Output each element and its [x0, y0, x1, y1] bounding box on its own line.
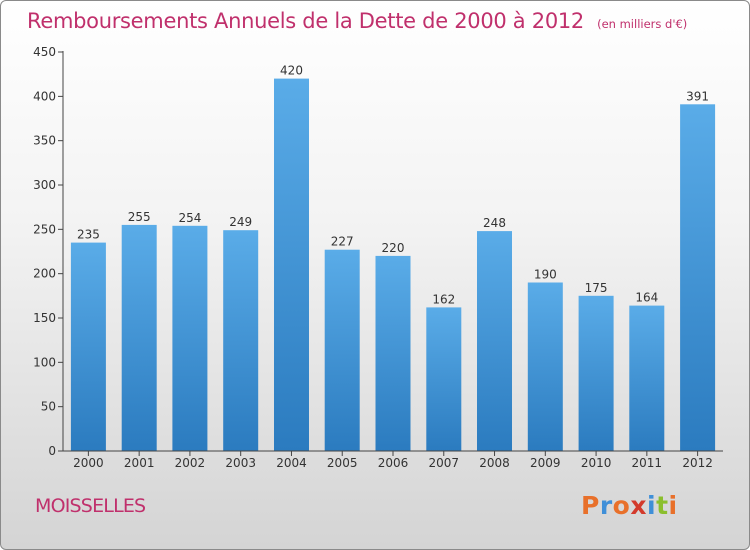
x-tick-label: 2001 [124, 456, 155, 470]
bar-value-label: 175 [585, 281, 608, 295]
bar-value-label: 420 [280, 64, 303, 78]
bar [274, 78, 309, 451]
bar-value-label: 190 [534, 268, 557, 282]
bar-value-label: 164 [635, 291, 658, 305]
bar-value-label: 235 [77, 228, 100, 242]
bar [527, 282, 563, 451]
x-tick-label: 2010 [581, 456, 612, 470]
bar-value-label: 220 [382, 241, 405, 255]
logo-letter: i [647, 491, 657, 520]
town-name: MOISSELLES [35, 495, 146, 517]
bar [426, 307, 462, 451]
proxiti-logo[interactable]: Proxiti [581, 491, 678, 520]
y-tick-label: 350 [33, 134, 56, 148]
bar-value-label: 227 [331, 235, 354, 249]
bar [629, 305, 665, 451]
x-tick-label: 2006 [378, 456, 409, 470]
x-tick-label: 2009 [530, 456, 561, 470]
bar-value-label: 254 [178, 211, 201, 225]
chart-subtitle: (en milliers d'€) [597, 17, 688, 31]
logo-letter: o [612, 491, 631, 520]
logo-letter: x [630, 491, 647, 520]
x-tick-label: 2002 [175, 456, 206, 470]
bar [578, 295, 614, 451]
x-tick-label: 2007 [429, 456, 460, 470]
bar-value-label: 391 [686, 89, 709, 103]
y-tick-label: 100 [33, 355, 56, 369]
bar [172, 225, 208, 451]
y-tick-label: 300 [33, 178, 56, 192]
bar-value-label: 162 [432, 292, 455, 306]
bar [121, 224, 157, 451]
bar [375, 255, 411, 451]
y-tick-label: 250 [33, 222, 56, 236]
y-tick-label: 450 [33, 45, 56, 59]
x-axis: 2000 2001 2002 2003 2004 2005 2006 2007 2008 2009… [63, 450, 723, 470]
bar-value-label: 255 [128, 210, 151, 224]
y-tick-label: 0 [48, 444, 56, 458]
y-axis: 0 50 100 150 200 250 300 350 400 450 [33, 45, 64, 458]
y-tick-label: 50 [41, 400, 56, 414]
bar [324, 249, 360, 451]
chart-title: Remboursements Annuels de la Dette de 20… [27, 9, 584, 33]
bar [680, 104, 716, 452]
x-tick-label: 2011 [632, 456, 663, 470]
bars: 235 255 254 249 420 227 220 162 248 190 175 164 391 [70, 64, 716, 452]
chart-header: Remboursements Annuels de la Dette de 20… [27, 9, 687, 33]
bar [223, 230, 259, 451]
bar-value-label: 248 [483, 216, 506, 230]
x-tick-label: 2000 [73, 456, 104, 470]
logo-letter: r [599, 491, 613, 520]
y-tick-label: 150 [33, 311, 56, 325]
logo-letter: t [656, 491, 669, 520]
y-tick-label: 400 [33, 89, 56, 103]
x-tick-label: 2005 [327, 456, 358, 470]
x-tick-label: 2004 [276, 456, 307, 470]
x-tick-label: 2003 [225, 456, 256, 470]
logo-letter: i [668, 491, 678, 520]
x-tick-label: 2012 [682, 456, 713, 470]
bar-value-label: 249 [229, 215, 252, 229]
y-tick-label: 200 [33, 267, 56, 281]
x-tick-label: 2008 [479, 456, 510, 470]
logo-letter: P [581, 491, 600, 520]
bar [477, 231, 512, 451]
bar [70, 242, 106, 451]
